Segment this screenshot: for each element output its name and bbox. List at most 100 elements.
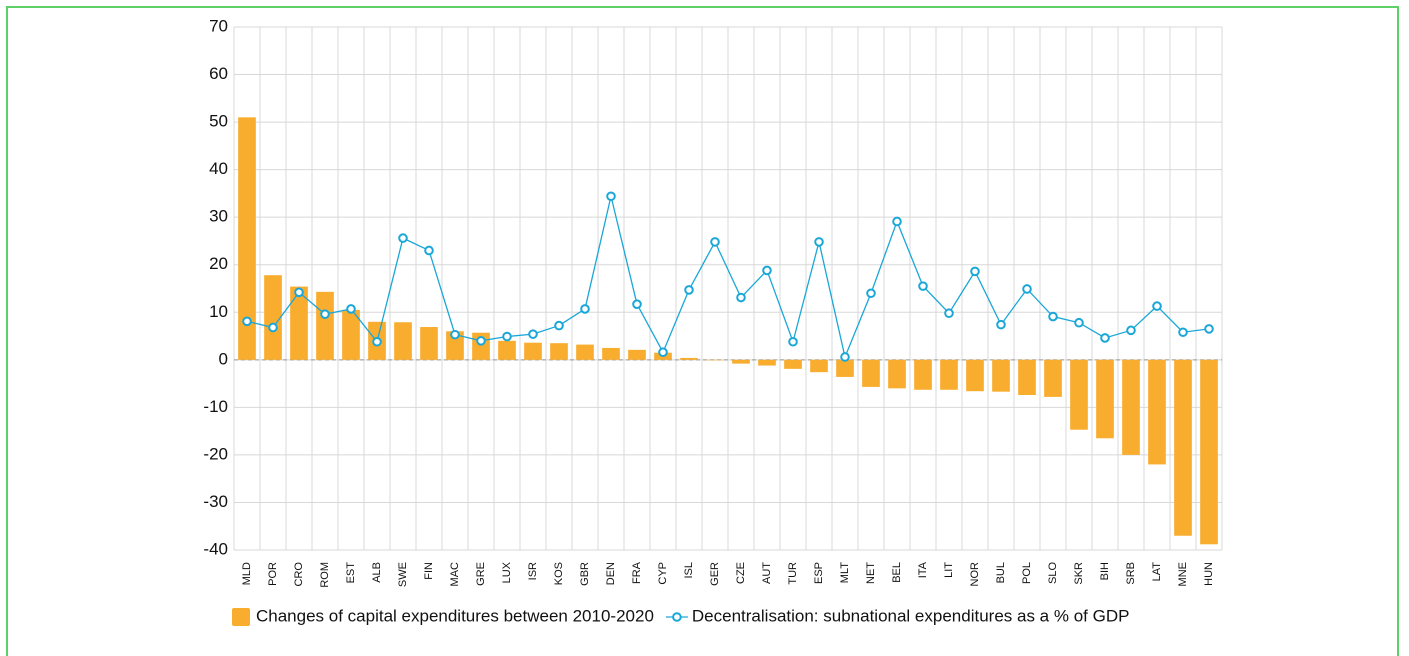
x-tick-label: ITA [917, 561, 929, 578]
x-tick-label: FRA [631, 561, 643, 584]
x-tick-label: GRE [475, 562, 487, 586]
x-tick-label: POL [1021, 562, 1033, 584]
x-tick-label: LUX [501, 561, 513, 583]
bar [680, 358, 698, 360]
y-tick-label: 50 [209, 112, 228, 131]
x-tick-label: NET [865, 562, 877, 584]
bar [1044, 360, 1062, 397]
x-tick-label: ALB [371, 562, 383, 583]
x-tick-label: CZE [735, 562, 747, 584]
point [789, 338, 797, 346]
bar [602, 348, 620, 360]
x-tick-label: NOR [969, 562, 981, 587]
bar [940, 360, 958, 390]
legend-swatch [232, 608, 250, 626]
point [1127, 327, 1135, 335]
point [841, 353, 849, 361]
bar [394, 322, 412, 360]
bar [1096, 360, 1114, 438]
point [347, 305, 355, 313]
bar [810, 360, 828, 372]
y-tick-label: 0 [219, 349, 228, 368]
bar [264, 275, 282, 360]
point [581, 305, 589, 313]
y-tick-label: 20 [209, 254, 228, 273]
x-tick-label: HUN [1203, 562, 1215, 586]
bar [836, 360, 854, 377]
bar [966, 360, 984, 391]
bar [1122, 360, 1140, 455]
point [425, 247, 433, 255]
point [555, 322, 563, 330]
point [373, 338, 381, 346]
x-tick-label: SWE [397, 562, 409, 587]
x-tick-label: CYP [657, 562, 669, 585]
point [711, 238, 719, 246]
y-tick-label: 70 [209, 16, 228, 35]
x-tick-label: ISL [683, 562, 695, 579]
x-tick-label: SRB [1125, 562, 1137, 585]
x-tick-label: MLT [839, 562, 851, 583]
x-tick-label: LIT [943, 562, 955, 578]
bar [316, 292, 334, 360]
x-tick-label: DEN [605, 562, 617, 585]
x-tick-label: BUL [995, 562, 1007, 583]
y-tick-label: -40 [203, 539, 228, 558]
bar [420, 327, 438, 360]
bar [1200, 360, 1218, 544]
x-tick-label: SKR [1073, 562, 1085, 585]
bar [628, 350, 646, 360]
x-tick-label: MAC [449, 562, 461, 587]
x-tick-label: ROM [319, 562, 331, 588]
point [997, 321, 1005, 329]
point [477, 337, 485, 345]
bar [758, 360, 776, 366]
bar [732, 360, 750, 364]
point [295, 289, 303, 297]
point [321, 310, 329, 318]
x-tick-label: ISR [527, 562, 539, 580]
bar [914, 360, 932, 390]
x-tick-label: LAT [1151, 562, 1163, 582]
y-tick-label: 30 [209, 207, 228, 226]
point [763, 267, 771, 275]
y-tick-label: -10 [203, 397, 228, 416]
point [737, 294, 745, 302]
point [685, 286, 693, 294]
y-tick-label: -30 [203, 492, 228, 511]
point [607, 192, 615, 200]
x-tick-label: FIN [423, 562, 435, 580]
point [945, 309, 953, 317]
x-tick-label: BIH [1099, 562, 1111, 580]
bar [862, 360, 880, 387]
x-tick-label: GER [709, 562, 721, 586]
point [1101, 334, 1109, 342]
x-tick-label: ESP [813, 562, 825, 584]
point [399, 234, 407, 242]
x-tick-label: TUR [787, 562, 799, 585]
bar [1174, 360, 1192, 536]
bar [784, 360, 802, 369]
point [867, 289, 875, 297]
bar [576, 345, 594, 360]
point [503, 333, 511, 341]
point [243, 318, 251, 326]
point [269, 324, 277, 332]
y-tick-label: 40 [209, 159, 228, 178]
bar [498, 341, 516, 360]
point [659, 348, 667, 356]
x-tick-label: MNE [1177, 562, 1189, 586]
point [815, 238, 823, 246]
point [1075, 319, 1083, 327]
x-tick-label: KOS [553, 562, 565, 585]
x-tick-label: MLD [241, 562, 253, 585]
point [919, 282, 927, 290]
bar [1070, 360, 1088, 430]
x-tick-label: POR [267, 562, 279, 586]
point [893, 218, 901, 226]
legend-label: Changes of capital expenditures between … [256, 606, 654, 625]
x-tick-label: SLO [1047, 562, 1059, 584]
y-tick-label: -20 [203, 444, 228, 463]
point [1049, 313, 1057, 321]
